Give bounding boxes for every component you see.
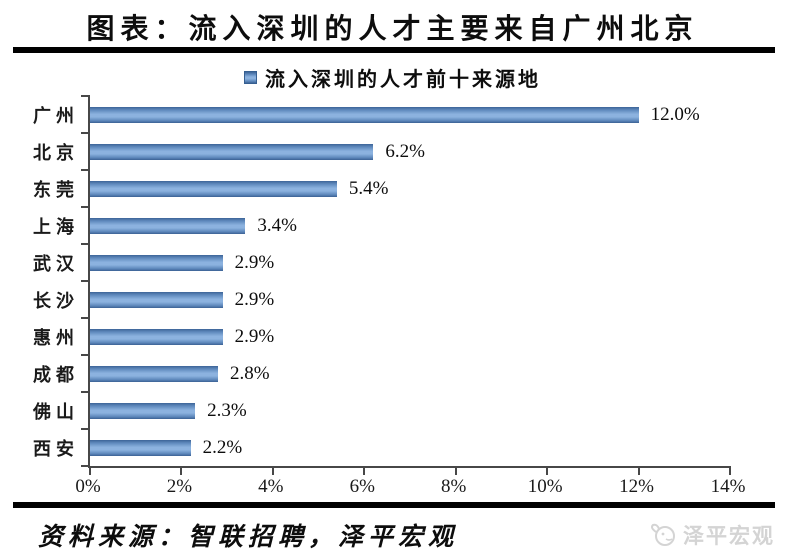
bottom-divider xyxy=(13,502,775,508)
bar-row: 6.2% xyxy=(90,133,730,170)
x-axis-tick xyxy=(180,466,183,475)
value-label: 12.0% xyxy=(650,103,700,125)
bar-row: 2.9% xyxy=(90,318,730,355)
x-axis-tick xyxy=(729,466,731,475)
x-axis-tick xyxy=(271,466,274,475)
page-title: 图表：流入深圳的人才主要来自广州北京 xyxy=(86,14,699,45)
category-label-2: 北京 xyxy=(33,142,79,163)
bar-row: 5.4% xyxy=(90,170,730,207)
top-divider xyxy=(13,47,775,53)
bar-row: 2.3% xyxy=(90,392,730,429)
bar-6 xyxy=(90,291,223,308)
category-label-8: 成都 xyxy=(33,364,79,385)
x-tick-label: 12% xyxy=(619,476,654,497)
value-label: 2.2% xyxy=(202,436,243,458)
bar-row: 2.9% xyxy=(90,244,730,281)
x-axis-tick xyxy=(637,466,640,475)
bar-2 xyxy=(90,143,374,160)
y-axis-tick xyxy=(81,243,90,245)
y-axis-labels: 广州北京东莞上海武汉长沙惠州成都佛山西安 xyxy=(0,96,88,468)
category-label-7: 惠州 xyxy=(33,327,79,348)
bar-7 xyxy=(90,328,223,345)
value-label: 2.9% xyxy=(234,251,275,273)
bar-row: 2.8% xyxy=(90,355,730,392)
footer: 资料来源：智联招聘，泽平宏观 泽平宏观 xyxy=(0,508,785,553)
value-label: 2.9% xyxy=(234,325,275,347)
value-label: 2.9% xyxy=(234,288,275,310)
bar-10 xyxy=(90,439,191,456)
legend-swatch-icon xyxy=(244,70,257,84)
category-label-3: 东莞 xyxy=(33,179,79,200)
legend-label: 流入深圳的人才前十来源地 xyxy=(265,68,541,91)
x-tick-label: 6% xyxy=(349,476,375,497)
legend: 流入深圳的人才前十来源地 xyxy=(0,66,785,91)
value-label: 3.4% xyxy=(257,214,297,236)
value-label: 2.8% xyxy=(230,362,270,384)
x-tick-label: 14% xyxy=(710,476,746,497)
y-axis-tick xyxy=(81,391,90,393)
watermark-logo-icon xyxy=(648,522,678,548)
y-axis-tick xyxy=(81,428,90,430)
x-tick-label: 0% xyxy=(75,476,101,497)
bar-row: 2.9% xyxy=(90,281,730,318)
x-tick-label: 2% xyxy=(166,476,193,497)
y-axis-tick xyxy=(81,132,90,134)
x-tick-label: 10% xyxy=(527,476,563,497)
plot-area: 12.0% 6.2% 5.4% 3.4% 2.9% 2.9% 2.9% 2.8% 2.3% 2.2… xyxy=(81,95,731,475)
bar-row: 2.2% xyxy=(90,429,730,466)
watermark: 泽平宏观 xyxy=(648,520,775,550)
watermark-text: 泽平宏观 xyxy=(683,524,775,548)
source-note: 资料来源：智联招聘，泽平宏观 xyxy=(38,524,459,551)
y-axis-tick xyxy=(81,354,90,356)
y-axis-tick xyxy=(81,206,90,208)
value-label: 6.2% xyxy=(385,140,425,162)
y-axis-tick xyxy=(81,317,90,319)
category-label-6: 长沙 xyxy=(33,290,79,311)
x-axis-labels: 0% 2% 4% 6% 8% 10% 12% 14% xyxy=(75,468,745,500)
x-axis-tick xyxy=(546,466,549,475)
bar-3 xyxy=(90,180,337,197)
value-label: 2.3% xyxy=(207,399,247,421)
bar-row: 3.4% xyxy=(90,207,730,244)
x-axis-tick xyxy=(454,466,457,475)
x-axis-tick xyxy=(363,466,366,475)
y-axis-tick xyxy=(81,465,90,467)
bar-4 xyxy=(90,217,246,234)
category-label-9: 佛山 xyxy=(33,401,79,422)
plot-wrap: 广州北京东莞上海武汉长沙惠州成都佛山西安 12.0% 6.2% 5.4% 3.4% 2.… xyxy=(0,95,785,475)
bar-9 xyxy=(90,402,196,419)
bar-5 xyxy=(90,254,223,271)
value-label: 5.4% xyxy=(348,177,389,199)
bar-row: 12.0% xyxy=(90,96,730,133)
category-label-5: 武汉 xyxy=(33,253,79,274)
x-tick-label: 8% xyxy=(441,476,467,497)
category-label-10: 西安 xyxy=(33,438,79,459)
y-axis-tick xyxy=(81,169,90,171)
x-axis-tick xyxy=(89,466,91,475)
bar-1 xyxy=(90,106,639,123)
bar-8 xyxy=(90,365,218,382)
y-axis-tick xyxy=(81,95,90,97)
category-label-1: 广州 xyxy=(33,105,79,126)
x-tick-label: 4% xyxy=(258,476,284,497)
category-label-4: 上海 xyxy=(33,216,79,237)
bar-chart: 流入深圳的人才前十来源地 广州北京东莞上海武汉长沙惠州成都佛山西安 12.0% 6… xyxy=(0,66,785,500)
y-axis-tick xyxy=(81,280,90,282)
